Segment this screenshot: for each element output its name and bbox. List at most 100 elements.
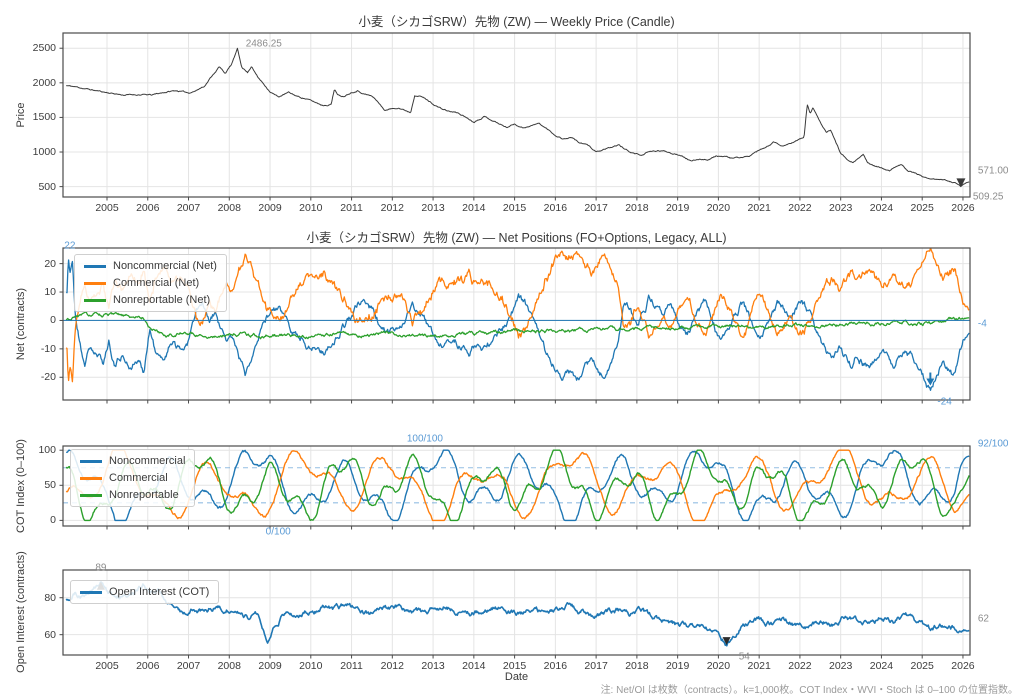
annotation: 89 [95,562,107,574]
x-tick-label: 2008 [217,202,241,214]
y-tick-label: 2000 [32,76,56,89]
x-tick-label: 2016 [543,660,568,672]
x-tick-label: 2017 [584,202,608,214]
x-tick-label: 2012 [380,660,404,672]
y-tick-label: 2500 [32,42,56,55]
x-tick-label: 2025 [910,660,934,672]
series-price [66,47,970,187]
y-tick-label: -10 [40,342,56,355]
x-tick-label: 2021 [747,202,771,214]
y-tick-label: 10 [44,286,56,299]
x-tick-label: 2019 [665,660,690,672]
x-tick-label: 2014 [462,202,486,214]
y-tick-label: 80 [44,591,56,604]
panel4-y-axis-label: Open Interest (contracts) [15,551,27,673]
x-tick-label: 2011 [340,660,363,672]
panel1-title: 小麦（シカゴSRW）先物 (ZW) — Weekly Price (Candle… [358,15,675,29]
x-tick-label: 2015 [502,202,527,214]
y-tick-label: 1000 [32,146,56,159]
x-tick-label: 2009 [258,202,282,214]
x-tick-label: 2007 [176,660,201,672]
legend-line-swatch [80,459,102,463]
legend-line-swatch [80,590,102,594]
panel1-border [62,32,971,198]
legend-line-swatch [80,476,102,480]
annotation: 54 [738,651,750,663]
annotation: 509.25 [972,191,1004,203]
y-tick-label: 0 [50,514,56,527]
legend-label: Nonreportable (Net) [113,294,211,306]
legend-item: Noncommercial [80,453,185,469]
x-tick-label: 2007 [176,202,201,214]
panel4-legend: Open Interest (COT) [70,580,220,604]
marker-down-icon [722,637,731,646]
panel4-series [65,581,970,647]
x-tick-label: 2015 [502,660,527,672]
y-tick-label: 50 [44,479,56,492]
panel3-y-axis-label: COT Index (0–100) [15,439,27,533]
legend-item: Open Interest (COT) [80,584,209,600]
y-tick-label: 100 [38,444,56,457]
series-commercial [65,449,970,522]
legend-label: Noncommercial [109,455,186,467]
legend-item: Nonreportable (Net) [84,292,217,308]
x-tick-label: 2022 [788,660,812,672]
panel3-border [62,445,971,527]
marker-down-icon [956,178,966,188]
legend-label: Commercial [109,472,168,484]
legend-line-swatch [84,298,106,302]
x-tick-label: 2021 [747,660,771,672]
x-tick-label: 2017 [584,660,608,672]
x-tick-label: 2022 [788,202,812,214]
series-noncommercial-net [65,259,970,391]
legend-item: Noncommercial (Net) [84,258,217,274]
x-tick-label: 2011 [340,202,363,214]
x-tick-label: 2013 [421,202,445,214]
panel3-series [65,449,970,522]
annotation: -4 [977,318,987,330]
x-tick-label: 2018 [625,202,649,214]
y-tick-label: 1500 [32,111,56,124]
x-tick-label: 2025 [910,202,934,214]
x-tick-label: 2013 [421,660,445,672]
series-open-interest-cot [65,581,970,647]
panel1-series [66,47,970,187]
x-tick-label: 2024 [869,660,894,672]
series-noncommercial [65,449,970,522]
panel4-border [62,569,971,656]
legend-label: Open Interest (COT) [109,586,210,598]
panel3-legend: Noncommercial Commercial Nonreportable [70,449,196,507]
panel1-grid [63,33,970,197]
x-tick-label: 2014 [462,660,486,672]
panel2-y-axis-label: Net (contracts) [15,287,27,361]
x-tick-label: 2010 [299,660,323,672]
x-tick-label: 2016 [543,202,568,214]
x-tick-label: 2018 [625,660,649,672]
x-tick-label: 2010 [299,202,323,214]
y-tick-label: 0 [50,314,56,327]
legend-line-swatch [84,281,106,285]
x-tick-label: 2019 [665,202,690,214]
legend-label: Noncommercial (Net) [113,260,217,272]
marker-arrow-down-icon [926,378,935,386]
x-tick-label: 2024 [869,202,894,214]
legend-item: Commercial (Net) [84,275,217,291]
annotation: 2486.25 [245,38,282,50]
x-tick-label: 2008 [217,660,241,672]
annotation: 22 [64,240,76,252]
y-tick-label: -20 [40,371,56,384]
x-tick-label: 2020 [706,660,731,672]
legend-label: Nonreportable [109,489,179,501]
x-tick-label: 2012 [380,202,404,214]
x-tick-label: 2006 [136,202,160,214]
legend-item: Nonreportable [80,487,185,503]
x-tick-label: 2023 [828,202,853,214]
annotation: 0/100 [265,526,291,538]
footnote: 注: Net/OI は枚数（contracts）。k=1,000枚。COT In… [600,685,1018,696]
legend-line-swatch [84,264,106,268]
legend-line-swatch [80,493,102,497]
x-tick-label: 2026 [951,202,975,214]
panel2-legend: Noncommercial (Net) Commercial (Net) Nonre… [74,254,227,312]
series-nonreportable-net [65,311,970,340]
